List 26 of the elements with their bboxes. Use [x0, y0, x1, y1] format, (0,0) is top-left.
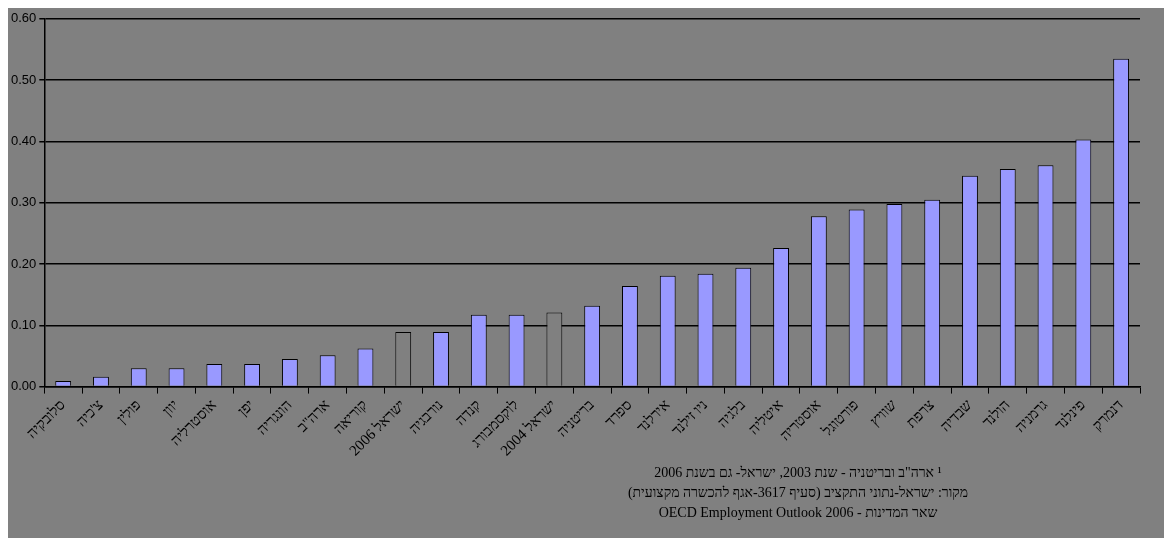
- x-tick-label: גרמניה: [1011, 396, 1051, 436]
- text: ¹ ארה"ב ובריטניה - שנת 2003, ישראל- גם בשנת 2006: [653, 464, 943, 482]
- x-tick-label: ספרד: [601, 396, 635, 430]
- y-tick-label: 0.00: [10, 378, 37, 394]
- x-tick-label: בלגיה: [714, 396, 749, 431]
- x-tick-label: פינלנד: [1051, 396, 1089, 434]
- x-tick-label: סלובקיה: [23, 396, 69, 442]
- x-tick-label: דנמרק: [1088, 396, 1127, 434]
- x-tick-label: צ'כיה: [73, 396, 106, 430]
- x-tick-label: הולנד: [979, 396, 1013, 431]
- x-tick-label: בריטניה: [553, 396, 598, 440]
- text: מקור: ישראל-נתוני התקציב (סעיף 3617-אגף להכשרה מקצועית): [626, 484, 970, 502]
- y-tick-label: 0.20: [10, 255, 37, 271]
- y-tick-label: 0.40: [10, 132, 37, 148]
- y-tick-label: 0.60: [10, 10, 37, 26]
- y-tick-label: 0.50: [10, 71, 37, 87]
- x-tick-label: נורבגיה: [405, 396, 446, 437]
- y-tick-label: 0.30: [10, 194, 37, 210]
- x-tick-label: ארה"ב: [294, 396, 333, 435]
- x-tick-label: אירלנד: [633, 396, 673, 436]
- x-tick-label: שבדיה: [936, 396, 976, 435]
- x-tick-label: פולין: [113, 396, 144, 427]
- x-tick-label: צרפת: [902, 396, 938, 431]
- text: שאר המדינות - OECD Employment Outlook 2006: [657, 504, 939, 522]
- x-tick-label: שוויץ: [866, 396, 900, 430]
- y-tick-label: 0.10: [10, 316, 37, 332]
